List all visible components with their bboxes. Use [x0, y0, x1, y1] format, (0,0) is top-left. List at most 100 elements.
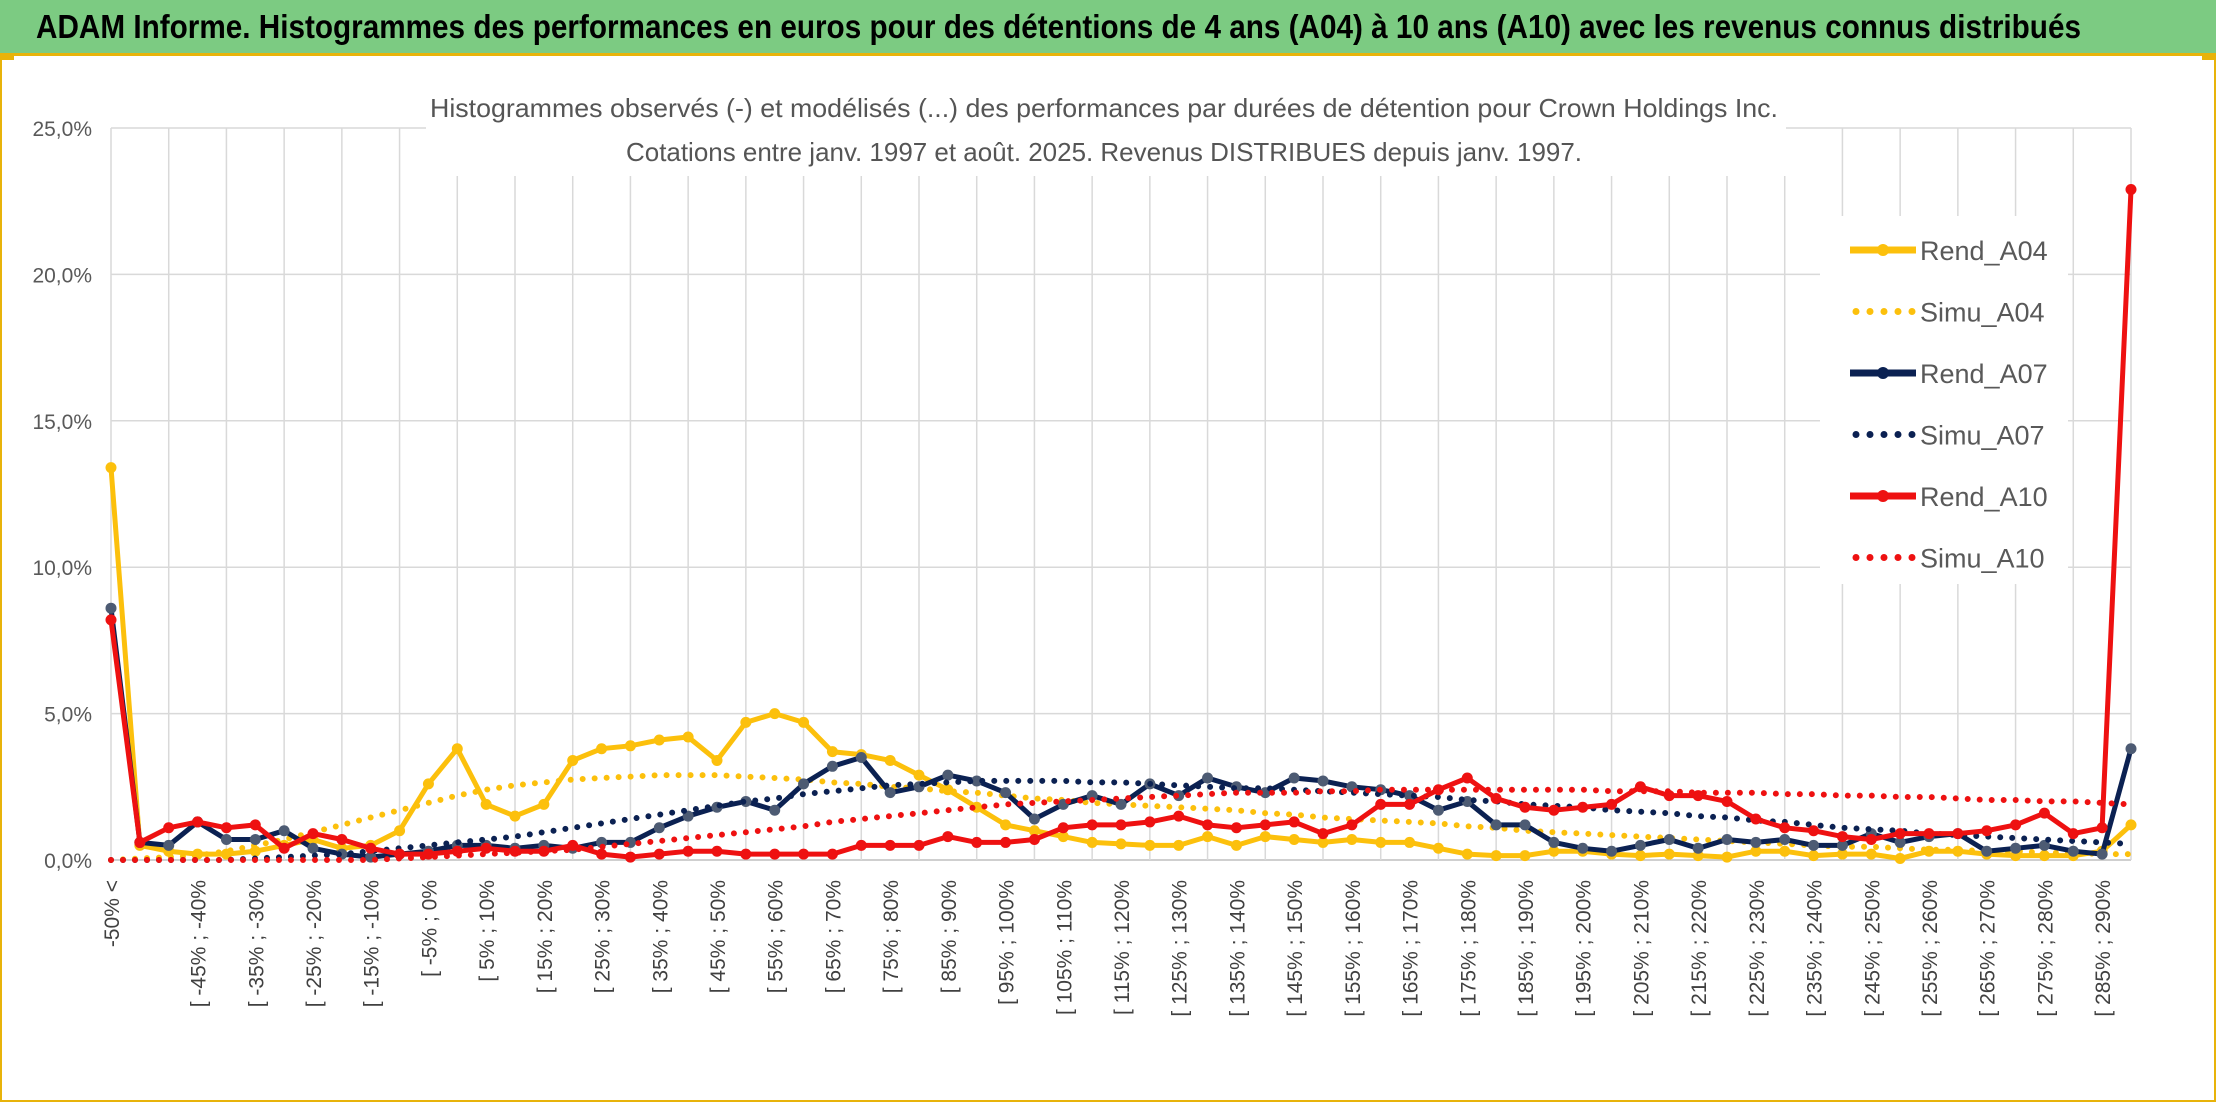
- legend-marker: [1877, 244, 1889, 256]
- data-point-Rend_A07: [1577, 842, 1589, 854]
- legend-label: Simu_A07: [1920, 421, 2045, 451]
- data-point-Rend_A04: [884, 754, 896, 766]
- data-point-Rend_A10: [971, 836, 983, 848]
- x-tick-label: [ 285% ; 290%: [2092, 880, 2115, 1017]
- data-point-Rend_A10: [1057, 822, 1069, 834]
- data-point-Rend_A04: [567, 754, 579, 766]
- y-tick-label: 10,0%: [32, 557, 92, 580]
- data-point-Rend_A04: [1779, 845, 1791, 857]
- x-tick-label: [ 85% ; 90%: [938, 880, 961, 993]
- x-tick-label: [ 5% ; 10%: [476, 880, 499, 982]
- data-point-Rend_A04: [1490, 850, 1502, 862]
- x-tick-label: [ 55% ; 60%: [765, 880, 788, 993]
- data-point-Rend_A10: [1894, 828, 1906, 840]
- legend-label: Rend_A10: [1920, 482, 2048, 512]
- data-point-Rend_A10: [596, 848, 608, 860]
- data-point-Rend_A10: [769, 848, 781, 860]
- x-tick-label: [ 265% ; 270%: [1977, 880, 2000, 1017]
- data-point-Rend_A04: [682, 731, 694, 743]
- data-point-Rend_A10: [1317, 828, 1329, 840]
- series-line-Simu_A07: [108, 777, 2134, 863]
- chart-legend: Rend_A04 Simu_A04 Rend_A07 Simu_A07 Rend_A10…: [1850, 236, 2048, 574]
- data-point-Rend_A10: [1115, 819, 1127, 831]
- x-tick-label: [ 75% ; 80%: [880, 880, 903, 993]
- data-point-Rend_A10: [105, 614, 117, 626]
- data-point-Rend_A04: [1663, 848, 1675, 860]
- x-tick-label: [ 155% ; 160%: [1342, 880, 1365, 1017]
- data-point-Rend_A07: [1721, 834, 1733, 846]
- legend-marker: [1877, 490, 1889, 502]
- series-Simu_A07: [108, 777, 2134, 863]
- data-point-Rend_A10: [1577, 801, 1589, 813]
- data-point-Rend_A04: [1346, 834, 1358, 846]
- data-point-Rend_A04: [1230, 839, 1242, 851]
- legend-marker: [1877, 367, 1889, 379]
- series-Simu_A10: [108, 786, 2134, 863]
- data-point-Rend_A07: [2010, 842, 2022, 854]
- data-point-Rend_A10: [1606, 798, 1618, 810]
- data-point-Rend_A07: [307, 842, 319, 854]
- data-point-Rend_A04: [1432, 842, 1444, 854]
- data-point-Rend_A10: [336, 834, 348, 846]
- data-point-Rend_A07: [2038, 839, 2050, 851]
- data-point-Rend_A10: [1375, 798, 1387, 810]
- x-tick-label: [ 15% ; 20%: [534, 880, 557, 993]
- data-point-Rend_A07: [1000, 787, 1012, 799]
- data-point-Rend_A07: [220, 834, 232, 846]
- data-point-Rend_A07: [855, 752, 867, 764]
- data-point-Rend_A07: [1288, 772, 1300, 784]
- data-point-Rend_A10: [1028, 834, 1040, 846]
- data-point-Rend_A10: [855, 839, 867, 851]
- data-point-Rend_A07: [769, 804, 781, 816]
- data-point-Rend_A07: [1692, 842, 1704, 854]
- data-point-Rend_A04: [1173, 839, 1185, 851]
- x-tick-label: [ -5% ; 0%: [418, 880, 441, 977]
- data-point-Rend_A04: [624, 740, 636, 752]
- data-point-Rend_A10: [365, 842, 377, 854]
- y-tick-label: 20,0%: [32, 264, 92, 287]
- data-point-Rend_A10: [740, 848, 752, 860]
- data-point-Rend_A07: [1836, 839, 1848, 851]
- data-point-Rend_A07: [278, 825, 290, 837]
- data-point-Rend_A07: [1548, 836, 1560, 848]
- data-point-Rend_A04: [249, 845, 261, 857]
- data-point-Rend_A10: [249, 819, 261, 831]
- x-tick-label: [ 205% ; 210%: [1630, 880, 1653, 1017]
- x-tick-label: [ 135% ; 140%: [1226, 880, 1249, 1017]
- data-point-Rend_A10: [278, 842, 290, 854]
- data-point-Rend_A10: [826, 848, 838, 860]
- data-point-Rend_A07: [1894, 836, 1906, 848]
- data-point-Rend_A10: [1144, 816, 1156, 828]
- data-point-Rend_A04: [1634, 850, 1646, 862]
- data-point-Rend_A10: [1750, 813, 1762, 825]
- chart-series: [105, 183, 2137, 865]
- x-tick-label: [ 105% ; 110%: [1053, 880, 1076, 1015]
- data-point-Rend_A10: [163, 822, 175, 834]
- data-point-Rend_A07: [163, 839, 175, 851]
- legend-label: Simu_A10: [1920, 544, 2045, 574]
- data-point-Rend_A07: [2067, 845, 2079, 857]
- data-point-Rend_A10: [480, 842, 492, 854]
- y-tick-label: 15,0%: [32, 411, 92, 434]
- legend-item-Simu_A10: Simu_A10: [1852, 544, 2045, 574]
- data-point-Rend_A10: [653, 848, 665, 860]
- data-point-Rend_A07: [884, 787, 896, 799]
- data-point-Rend_A10: [1461, 772, 1473, 784]
- data-point-Rend_A10: [1836, 831, 1848, 843]
- data-point-Rend_A10: [2038, 807, 2050, 819]
- data-point-Rend_A04: [422, 778, 434, 790]
- x-tick-label: [ 25% ; 30%: [592, 880, 615, 993]
- y-axis: 0,0% 5,0% 10,0% 15,0% 20,0% 25,0%: [32, 118, 92, 873]
- legend-item-Simu_A07: Simu_A07: [1852, 421, 2045, 451]
- x-tick-label: [ 125% ; 130%: [1169, 880, 1192, 1017]
- data-point-Rend_A04: [1057, 831, 1069, 843]
- x-tick-label: [ 275% ; 280%: [2034, 880, 2057, 1017]
- data-point-Rend_A04: [1028, 825, 1040, 837]
- y-tick-label: 25,0%: [32, 118, 92, 141]
- data-point-Rend_A10: [192, 816, 204, 828]
- data-point-Rend_A04: [1721, 851, 1733, 863]
- data-point-Rend_A04: [1144, 839, 1156, 851]
- data-point-Rend_A10: [220, 822, 232, 834]
- data-point-Rend_A10: [1259, 819, 1271, 831]
